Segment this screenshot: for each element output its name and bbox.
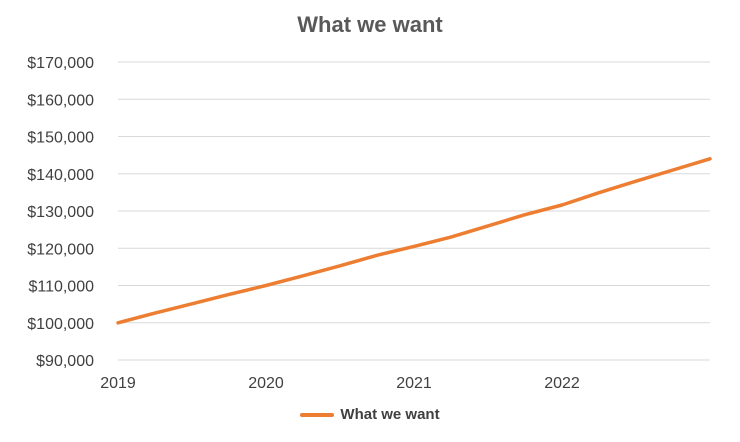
y-tick-label: $130,000 — [27, 204, 94, 221]
legend-label: What we want — [340, 406, 440, 423]
y-tick-label: $140,000 — [27, 167, 94, 184]
x-tick-label: 2019 — [100, 375, 136, 392]
legend-swatch — [300, 412, 335, 417]
series-line — [116, 157, 712, 325]
y-tick-label: $110,000 — [28, 279, 94, 296]
y-tick-label: $120,000 — [27, 241, 94, 258]
y-tick-label: $100,000 — [27, 316, 94, 333]
y-tick-label: $90,000 — [36, 353, 94, 370]
x-tick-label: 2022 — [544, 375, 580, 392]
y-tick-label: $160,000 — [27, 92, 94, 109]
chart-title: What we want — [297, 12, 443, 37]
x-tick-label: 2021 — [396, 375, 432, 392]
x-tick-label: 2020 — [248, 375, 284, 392]
legend: What we want — [0, 406, 740, 423]
y-tick-label: $170,000 — [27, 55, 94, 72]
y-tick-label: $150,000 — [27, 130, 94, 147]
